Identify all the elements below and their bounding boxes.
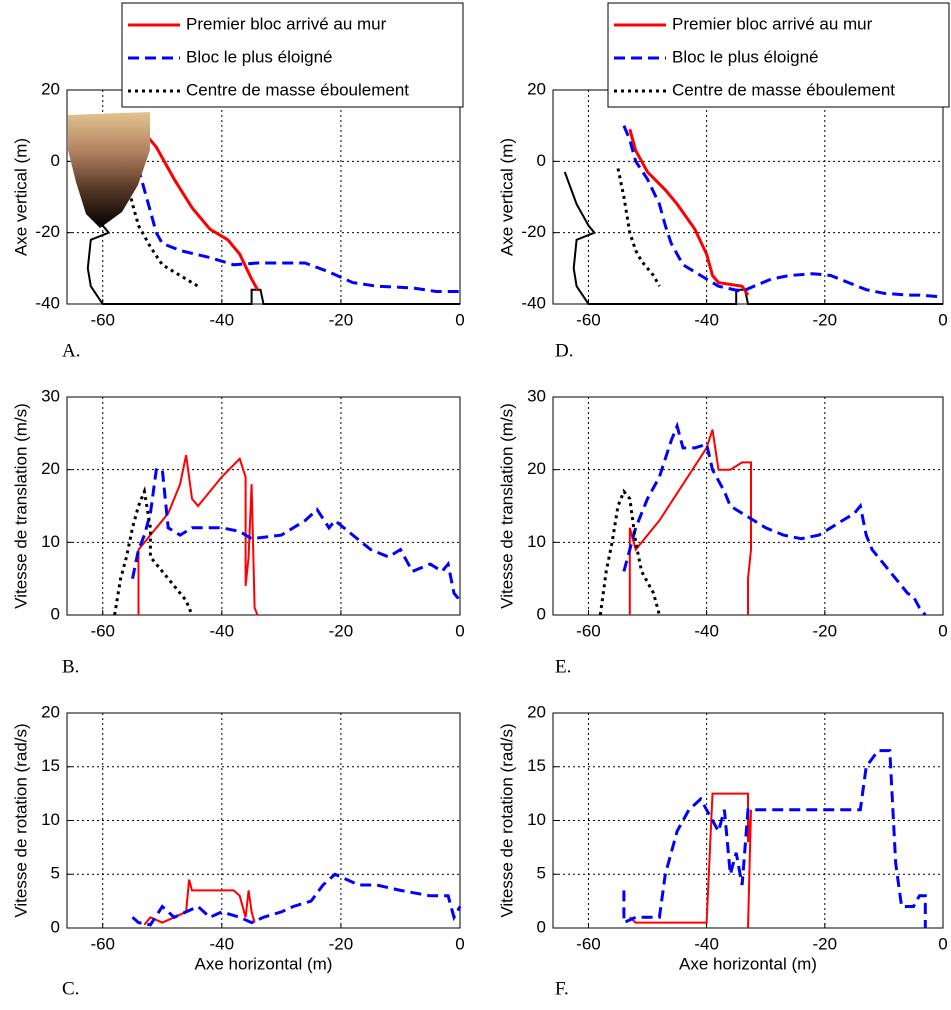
x-tick-label: -60 [90,934,115,953]
y-axis-label: Vitesse de rotation (rad/s) [497,723,516,917]
y-tick-label: -40 [521,293,546,312]
legend-label: Premier bloc arrivé au mur [186,14,387,33]
panel: -60 -40 -20 0 0 5 10 15 20 [527,702,948,953]
y-tick-label: -20 [35,222,60,241]
y-tick-label: 30 [41,386,60,405]
y-tick-label: 0 [51,604,60,623]
x-tick-label: 0 [938,621,947,640]
x-tick-label: -20 [329,621,354,640]
data-line [119,157,199,288]
y-tick-label: 20 [527,702,546,721]
panel: -60 -40 -20 0 0 5 10 15 20 [41,702,465,953]
legend-label: Centre de masse éboulement [672,80,895,99]
panel-label: F. [555,978,569,999]
panel-label: A. [62,340,80,361]
y-tick-label: 30 [527,386,546,405]
y-axis-label: Axe vertical (m) [11,138,30,256]
x-tick-label: -40 [210,310,235,329]
x-tick-label: -60 [576,621,601,640]
legend-label: Bloc le plus éloigné [186,47,332,66]
data-line [622,421,927,616]
x-tick-label: -20 [329,934,354,953]
x-tick-label: -60 [576,934,601,953]
x-tick-label: 0 [455,934,464,953]
y-tick-label: 20 [41,702,60,721]
x-tick-label: -40 [694,934,719,953]
x-axis-label: Axe horizontal (m) [679,954,817,973]
panel: -60 -40 -20 0 -40 -20 0 20 [521,79,947,329]
x-tick-label: -60 [90,310,115,329]
x-tick-label: 0 [455,310,464,329]
data-line [616,168,661,287]
landslide-mass [68,112,150,228]
y-axis-label: Vitesse de translation (m/s) [11,403,30,609]
x-tick-label: -20 [813,934,838,953]
y-tick-label: 0 [537,151,546,170]
y-tick-label: -40 [35,293,60,312]
plot-area [67,397,460,615]
y-tick-label: 0 [537,604,546,623]
y-tick-label: 5 [51,864,60,883]
data-line [143,879,256,926]
x-tick-label: -60 [90,621,115,640]
legend-label: Premier bloc arrivé au mur [672,14,873,33]
y-tick-label: 0 [51,151,60,170]
panel-label: D. [555,340,573,361]
data-line [598,488,661,616]
legend-label: Centre de masse éboulement [186,80,409,99]
y-tick-label: 0 [537,917,546,936]
y-tick-label: 10 [41,810,60,829]
axes-frame [66,712,461,929]
y-axis-label: Vitesse de translation (m/s) [497,403,516,609]
x-tick-label: 0 [938,310,947,329]
data-line [131,468,462,602]
x-tick-label: -40 [210,934,235,953]
y-tick-label: 20 [527,459,546,478]
y-tick-label: 15 [527,756,546,775]
panel-label: C. [62,978,79,999]
data-line [143,131,259,291]
data-line [137,454,259,616]
axes-frame [66,396,461,616]
y-tick-label: 20 [527,79,546,98]
x-tick-label: -20 [813,621,838,640]
x-tick-label: -40 [694,621,719,640]
x-tick-label: 0 [938,934,947,953]
x-tick-label: -40 [694,310,719,329]
x-tick-label: -40 [210,621,235,640]
legend-label: Bloc le plus éloigné [672,47,818,66]
x-tick-label: -60 [576,310,601,329]
y-tick-label: 20 [41,459,60,478]
x-tick-label: -20 [813,310,838,329]
data-line [629,792,752,929]
plot-area [553,90,943,304]
panel-label: B. [62,656,79,677]
y-tick-label: 10 [527,532,546,551]
y-axis-label: Axe vertical (m) [497,138,516,256]
data-line [622,749,927,928]
y-tick-label: -20 [521,222,546,241]
x-tick-label: 0 [455,621,464,640]
panel-label: E. [555,656,571,677]
data-line [131,150,460,293]
x-tick-label: -20 [329,310,354,329]
y-tick-label: 20 [41,79,60,98]
data-line [628,429,752,615]
y-tick-label: 15 [41,756,60,775]
y-tick-label: 5 [537,864,546,883]
y-tick-label: 0 [51,917,60,936]
data-line [628,128,750,296]
x-axis-label: Axe horizontal (m) [195,954,333,973]
data-line [113,486,194,616]
y-tick-label: 10 [527,810,546,829]
data-line [131,872,462,927]
panel: -60 -40 -20 0 0 10 20 30 [527,386,948,640]
y-tick-label: 10 [41,532,60,551]
y-axis-label: Vitesse de rotation (rad/s) [11,723,30,917]
data-line [622,125,944,299]
